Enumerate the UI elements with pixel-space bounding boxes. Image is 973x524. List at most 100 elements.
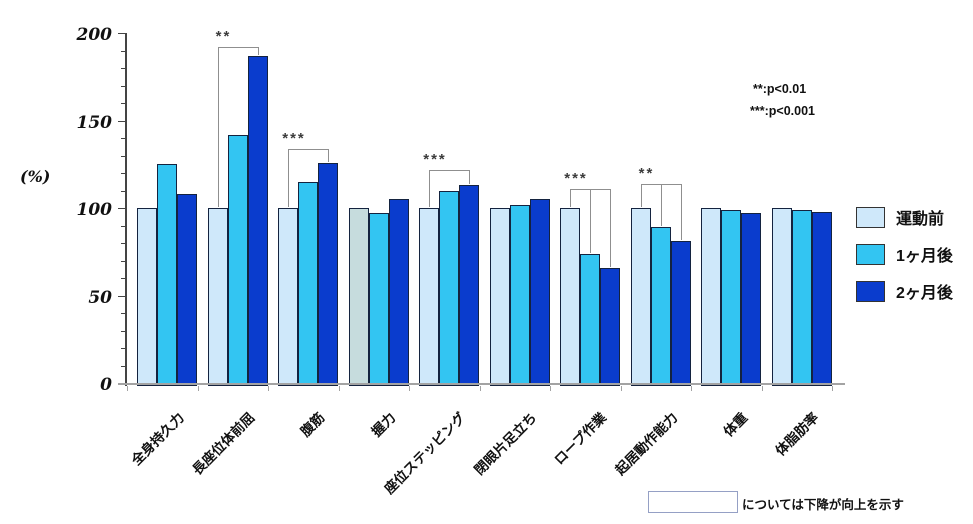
y-axis-minor-tick bbox=[121, 50, 125, 52]
bar-8-0 bbox=[701, 208, 721, 386]
y-axis-minor-tick bbox=[121, 348, 125, 349]
bar-6-0 bbox=[560, 208, 580, 386]
significance-bracket-drop bbox=[328, 148, 329, 162]
bar-6-1 bbox=[580, 253, 600, 386]
y-axis-minor-tick bbox=[121, 225, 125, 227]
bar-2-0 bbox=[278, 208, 298, 386]
x-axis-label: 握力 bbox=[368, 409, 398, 440]
x-axis-tick bbox=[268, 386, 269, 391]
significance-bracket-drop bbox=[469, 169, 470, 185]
bar-9-0 bbox=[771, 208, 792, 386]
footnote-text: については下降が向上を示す bbox=[742, 498, 904, 512]
significance-bracket-bar bbox=[429, 169, 470, 171]
x-axis-label: 起居動作能力 bbox=[612, 409, 680, 478]
x-axis-tick bbox=[550, 386, 551, 391]
x-axis bbox=[118, 383, 845, 385]
x-axis-tick bbox=[338, 386, 340, 391]
bar-9-1 bbox=[791, 209, 812, 386]
y-axis-minor-tick bbox=[121, 103, 125, 104]
bar-7-0 bbox=[630, 208, 651, 386]
bar-3-1 bbox=[368, 213, 389, 386]
significance-bracket-drop bbox=[257, 47, 259, 55]
y-axis-minor-tick bbox=[121, 190, 125, 192]
significance-bracket-bar bbox=[288, 148, 329, 150]
legend-swatch-2-months bbox=[856, 280, 885, 302]
bar-4-1 bbox=[439, 190, 459, 386]
y-axis-minor-tick bbox=[121, 138, 125, 139]
bar-2-2 bbox=[318, 162, 338, 386]
bar-5-2 bbox=[529, 199, 550, 386]
bar-0-0 bbox=[137, 208, 157, 386]
x-axis-tick bbox=[127, 386, 128, 391]
y-axis-minor-tick bbox=[121, 243, 125, 244]
significance-stars: ** bbox=[215, 28, 232, 45]
bar-1-1 bbox=[227, 134, 248, 386]
legend-item-2-months: 2ヶ月後 bbox=[856, 279, 953, 303]
bar-5-1 bbox=[509, 204, 530, 386]
bar-0-2 bbox=[177, 194, 197, 386]
y-axis-minor-tick bbox=[121, 173, 125, 174]
footnote-box bbox=[648, 491, 738, 513]
x-axis-tick bbox=[761, 386, 763, 391]
bar-0-1 bbox=[157, 164, 177, 386]
x-axis-label: 腹筋 bbox=[297, 409, 328, 440]
bar-3-0 bbox=[348, 208, 369, 386]
bar-2-1 bbox=[298, 181, 318, 386]
legend-swatch-1-month bbox=[856, 243, 885, 265]
legend: 運動前 1ヶ月後 2ヶ月後 bbox=[856, 205, 953, 316]
legend-swatch-pre-exercise bbox=[856, 206, 885, 228]
x-axis-tick bbox=[691, 386, 692, 391]
y-axis-minor-tick bbox=[121, 260, 125, 262]
legend-item-1-month: 1ヶ月後 bbox=[856, 242, 953, 266]
y-axis-major-tick bbox=[118, 208, 125, 209]
y-axis-minor-tick bbox=[121, 68, 125, 69]
significance-stars: *** bbox=[423, 150, 447, 168]
y-axis-tick-label: 200 bbox=[76, 25, 113, 45]
x-axis-tick bbox=[832, 386, 833, 391]
x-axis-label: 体脂肪率 bbox=[772, 409, 821, 459]
significance-bracket-drop bbox=[680, 183, 682, 241]
y-axis-minor-tick bbox=[121, 330, 125, 332]
legend-label-2-months: 2ヶ月後 bbox=[896, 285, 953, 302]
legend-item-pre-exercise: 運動前 bbox=[856, 205, 953, 229]
y-axis-minor-tick bbox=[121, 313, 125, 314]
significance-key-line1: **:p<0.01 bbox=[753, 82, 807, 96]
significance-bracket-drop bbox=[288, 148, 289, 207]
x-axis-tick bbox=[409, 386, 410, 391]
significance-stars: *** bbox=[564, 169, 588, 187]
significance-stars: *** bbox=[282, 129, 306, 147]
x-axis-tick bbox=[479, 386, 481, 391]
x-axis-label: 閉眼片足立ち bbox=[471, 409, 539, 478]
significance-bracket-drop bbox=[610, 188, 611, 267]
bar-8-1 bbox=[721, 209, 741, 386]
bar-7-1 bbox=[650, 227, 671, 386]
significance-bracket-drop bbox=[640, 183, 642, 207]
significance-bracket-bar bbox=[217, 47, 259, 48]
x-axis-tick bbox=[197, 386, 199, 391]
y-axis-tick-label: 50 bbox=[88, 287, 112, 308]
x-axis-label: 長座位体前屈 bbox=[189, 409, 257, 478]
y-axis-tick-label: 150 bbox=[76, 112, 113, 133]
y-axis-minor-tick bbox=[121, 85, 125, 87]
bar-4-0 bbox=[419, 208, 439, 386]
legend-label-1-month: 1ヶ月後 bbox=[896, 248, 953, 265]
bar-1-2 bbox=[247, 55, 268, 386]
significance-bracket-drop bbox=[660, 183, 662, 227]
significance-key-line2: ***:p<0.001 bbox=[750, 104, 815, 118]
y-axis-major-tick bbox=[118, 295, 125, 297]
y-axis-major-tick bbox=[118, 33, 125, 34]
bar-4-2 bbox=[459, 185, 479, 386]
bar-5-0 bbox=[489, 208, 510, 386]
bar-9-2 bbox=[811, 211, 832, 386]
legend-label-pre-exercise: 運動前 bbox=[896, 211, 945, 228]
x-axis-tick bbox=[620, 386, 622, 391]
y-axis-tick-label: 100 bbox=[76, 200, 113, 220]
bar-1-0 bbox=[207, 208, 228, 386]
y-axis-minor-tick bbox=[121, 365, 125, 367]
y-axis-minor-tick bbox=[121, 278, 125, 279]
x-axis-label: ロープ作業 bbox=[551, 409, 610, 468]
significance-bracket-drop bbox=[429, 169, 430, 207]
y-axis bbox=[125, 33, 127, 386]
